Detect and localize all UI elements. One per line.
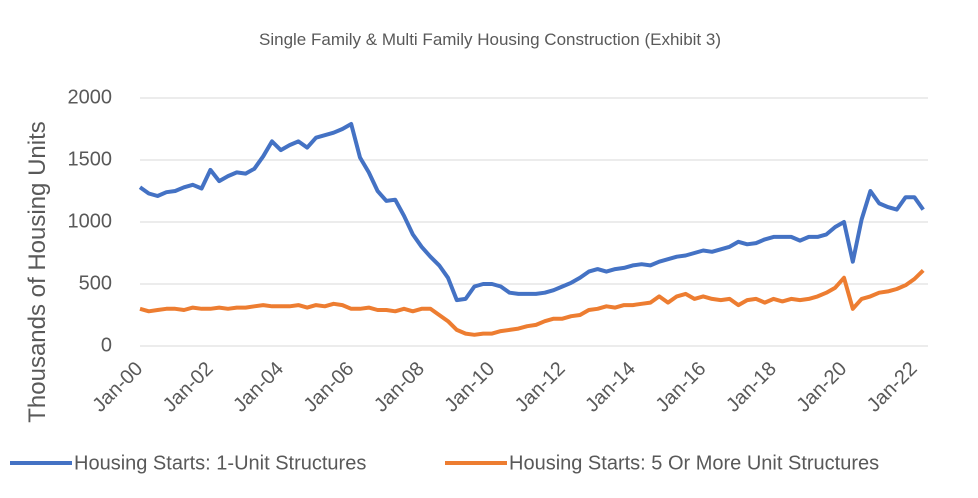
y-axis-label: Thousands of Housing Units: [24, 121, 51, 423]
series-line: [138, 122, 925, 303]
x-tick-label: Jan-00: [88, 358, 147, 417]
x-tick-label: Jan-16: [652, 358, 711, 417]
series-line: [139, 268, 925, 337]
x-tick-label: Jan-06: [300, 358, 359, 417]
x-tick-label: Jan-04: [229, 358, 288, 417]
x-tick-label: Jan-08: [370, 358, 429, 417]
y-tick-label: 500: [79, 272, 112, 294]
x-tick-label: Jan-20: [792, 358, 851, 417]
x-tick-label: Jan-22: [863, 358, 922, 417]
y-tick-label: 1000: [68, 210, 113, 232]
legend-label: Housing Starts: 5 Or More Unit Structure…: [509, 452, 879, 474]
legend-label: Housing Starts: 1-Unit Structures: [74, 452, 366, 474]
x-tick-label: Jan-14: [581, 358, 640, 417]
chart-title: Single Family & Multi Family Housing Con…: [259, 30, 721, 49]
x-tick-label: Jan-12: [511, 358, 570, 417]
x-tick-label: Jan-02: [159, 358, 218, 417]
y-tick-label: 2000: [68, 86, 113, 108]
y-tick-label: 0: [101, 334, 112, 356]
y-tick-label: 1500: [68, 148, 113, 170]
x-tick-label: Jan-10: [440, 358, 499, 417]
x-tick-label: Jan-18: [722, 358, 781, 417]
